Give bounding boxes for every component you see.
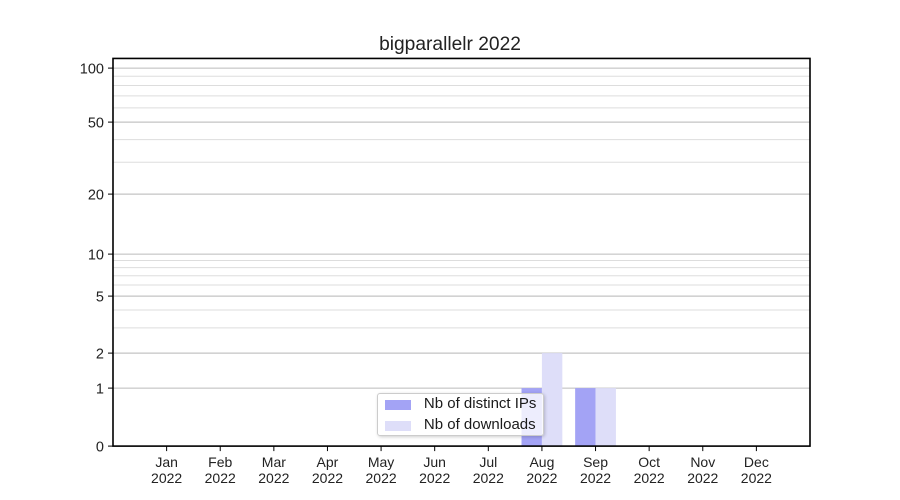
svg-text:Apr: Apr xyxy=(317,454,339,470)
svg-text:2022: 2022 xyxy=(151,470,182,486)
svg-text:May: May xyxy=(368,454,394,470)
svg-text:Jan: Jan xyxy=(155,454,178,470)
svg-text:2022: 2022 xyxy=(205,470,236,486)
svg-text:2022: 2022 xyxy=(741,470,772,486)
svg-text:1: 1 xyxy=(96,382,104,398)
svg-text:Dec: Dec xyxy=(744,454,769,470)
svg-text:2022: 2022 xyxy=(634,470,665,486)
svg-text:Aug: Aug xyxy=(529,454,554,470)
svg-text:5: 5 xyxy=(96,290,104,306)
svg-text:50: 50 xyxy=(88,116,104,132)
svg-text:2022: 2022 xyxy=(366,470,397,486)
svg-text:2022: 2022 xyxy=(473,470,504,486)
svg-text:10: 10 xyxy=(88,248,104,264)
svg-text:0: 0 xyxy=(96,440,104,456)
svg-text:100: 100 xyxy=(80,62,104,78)
svg-text:Sep: Sep xyxy=(583,454,608,470)
svg-text:Nov: Nov xyxy=(690,454,715,470)
svg-text:Oct: Oct xyxy=(638,454,660,470)
svg-text:Mar: Mar xyxy=(262,454,286,470)
svg-text:2022: 2022 xyxy=(580,470,611,486)
svg-text:2022: 2022 xyxy=(312,470,343,486)
svg-text:2022: 2022 xyxy=(526,470,557,486)
svg-text:Feb: Feb xyxy=(208,454,232,470)
svg-text:2022: 2022 xyxy=(419,470,450,486)
svg-text:2022: 2022 xyxy=(258,470,289,486)
svg-text:2: 2 xyxy=(96,347,104,363)
svg-text:Jun: Jun xyxy=(423,454,446,470)
svg-text:Jul: Jul xyxy=(479,454,497,470)
svg-text:2022: 2022 xyxy=(687,470,718,486)
svg-text:20: 20 xyxy=(88,188,104,204)
